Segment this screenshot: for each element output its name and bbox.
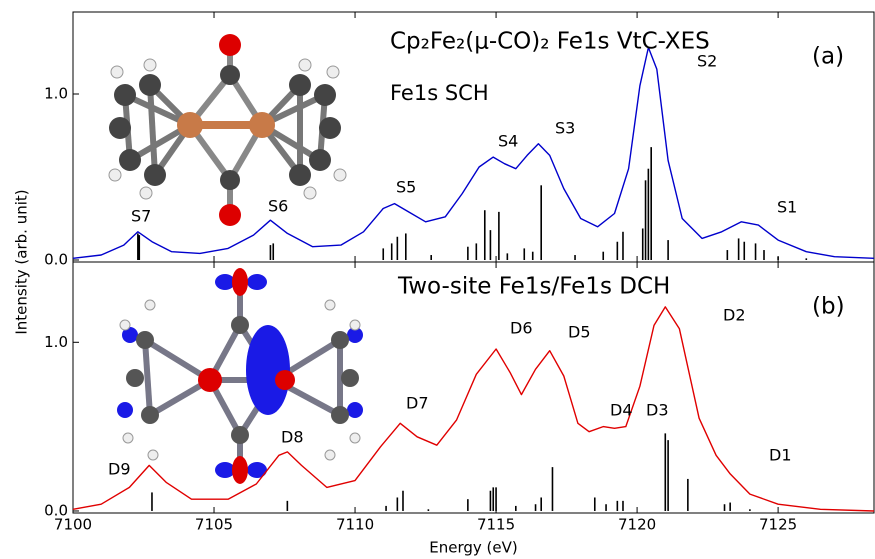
molecule-a <box>109 34 346 226</box>
x-tick-label: 7115 <box>477 516 515 534</box>
y-tick-label: 0.0 <box>44 251 68 269</box>
x-axis-label: Energy (eV) <box>429 539 517 557</box>
x-tick-label: 7120 <box>618 516 656 534</box>
panel-label: (a) <box>812 44 844 70</box>
peak-label: D6 <box>510 319 533 338</box>
spectrum-curve <box>73 48 874 259</box>
peak-label: S4 <box>498 132 518 151</box>
panel-label: (b) <box>812 294 845 320</box>
y-tick-label: 1.0 <box>44 85 68 103</box>
peak-label: S3 <box>555 119 575 138</box>
y-tick-label: 0.0 <box>44 501 68 519</box>
spectrum-curve <box>73 307 874 511</box>
y-tick-label: 1.0 <box>44 333 68 351</box>
peak-label: S6 <box>268 197 288 216</box>
peak-label: D7 <box>406 394 429 413</box>
peak-label: D9 <box>108 460 131 479</box>
peak-label: D2 <box>723 306 746 325</box>
peak-label: D8 <box>281 428 304 447</box>
x-tick-label: 7105 <box>195 516 233 534</box>
peak-label: D5 <box>568 323 591 342</box>
x-tick-label: 7125 <box>759 516 797 534</box>
peak-label: D3 <box>646 401 669 420</box>
y-axis-label: Intensity (arb. unit) <box>13 189 31 334</box>
peak-label: D1 <box>769 446 792 465</box>
x-tick-label: 7110 <box>336 516 374 534</box>
peak-label: S1 <box>777 198 797 217</box>
peak-label: S7 <box>131 207 151 226</box>
molecule-b <box>117 268 363 484</box>
chart: 0.01.0S7S6S5S4S3S2S1Cp₂Fe₂(μ-CO)₂ Fe1s V… <box>0 0 875 559</box>
panel-title: Cp₂Fe₂(μ-CO)₂ Fe1s VtC-XES <box>390 29 710 55</box>
peak-label: D4 <box>610 401 633 420</box>
peak-label: S5 <box>396 178 416 197</box>
panel-title: Two-site Fe1s/Fe1s DCH <box>397 274 670 300</box>
panel-subtitle: Fe1s SCH <box>390 81 489 105</box>
